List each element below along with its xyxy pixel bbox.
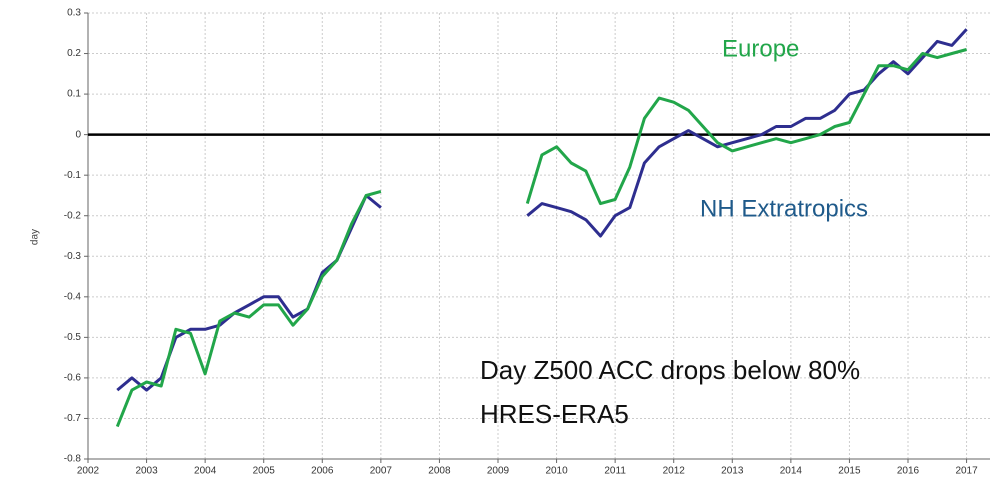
x-tick-label: 2008 (428, 466, 451, 477)
annotation: NH Extratropics (700, 195, 868, 222)
x-tick-label: 2005 (253, 466, 276, 477)
series-line (115, 48, 967, 428)
y-tick-label: -0.6 (64, 373, 82, 384)
x-tick-label: 2006 (311, 466, 334, 477)
y-tick-label: -0.2 (64, 210, 82, 221)
annotation: HRES-ERA5 (480, 399, 629, 429)
x-tick-label: 2009 (487, 466, 510, 477)
y-tick-label: -0.4 (64, 291, 82, 302)
annotation: Europe (722, 35, 799, 62)
y-tick-label: 0.2 (67, 48, 81, 59)
y-tick-label: 0.3 (67, 8, 81, 19)
y-tick-label: -0.3 (64, 251, 82, 262)
x-tick-label: 2010 (545, 466, 568, 477)
x-tick-label: 2003 (135, 466, 158, 477)
y-tick-label: 0 (75, 129, 81, 140)
y-tick-label: -0.8 (64, 454, 82, 465)
x-tick-label: 2004 (194, 466, 217, 477)
axis-line (87, 13, 990, 460)
x-tick-label: 2002 (77, 466, 100, 477)
x-tick-label: 2017 (955, 466, 978, 477)
y-tick-label: -0.1 (64, 170, 82, 181)
y-tick-label: -0.5 (64, 332, 82, 343)
y-axis-label: day (30, 229, 41, 245)
x-tick-label: 2011 (604, 466, 626, 477)
annotation: Day Z500 ACC drops below 80% (480, 355, 860, 385)
x-tick-label: 2007 (370, 466, 393, 477)
x-tick-label: 2013 (721, 466, 744, 477)
x-tick-label: 2015 (838, 466, 861, 477)
x-tick-label: 2012 (663, 466, 686, 477)
x-tick-label: 2014 (780, 466, 803, 477)
y-tick-label: 0.1 (67, 89, 81, 100)
x-tick-label: 2016 (897, 466, 920, 477)
y-tick-label: -0.7 (64, 413, 82, 424)
